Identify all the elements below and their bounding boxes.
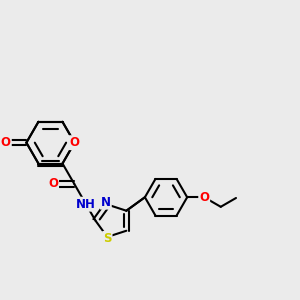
Text: O: O [70, 136, 80, 149]
Text: N: N [101, 196, 111, 209]
Text: NH: NH [76, 198, 96, 211]
Text: O: O [1, 136, 11, 149]
Text: O: O [199, 191, 209, 204]
Text: O: O [48, 177, 58, 190]
Text: S: S [103, 232, 112, 245]
